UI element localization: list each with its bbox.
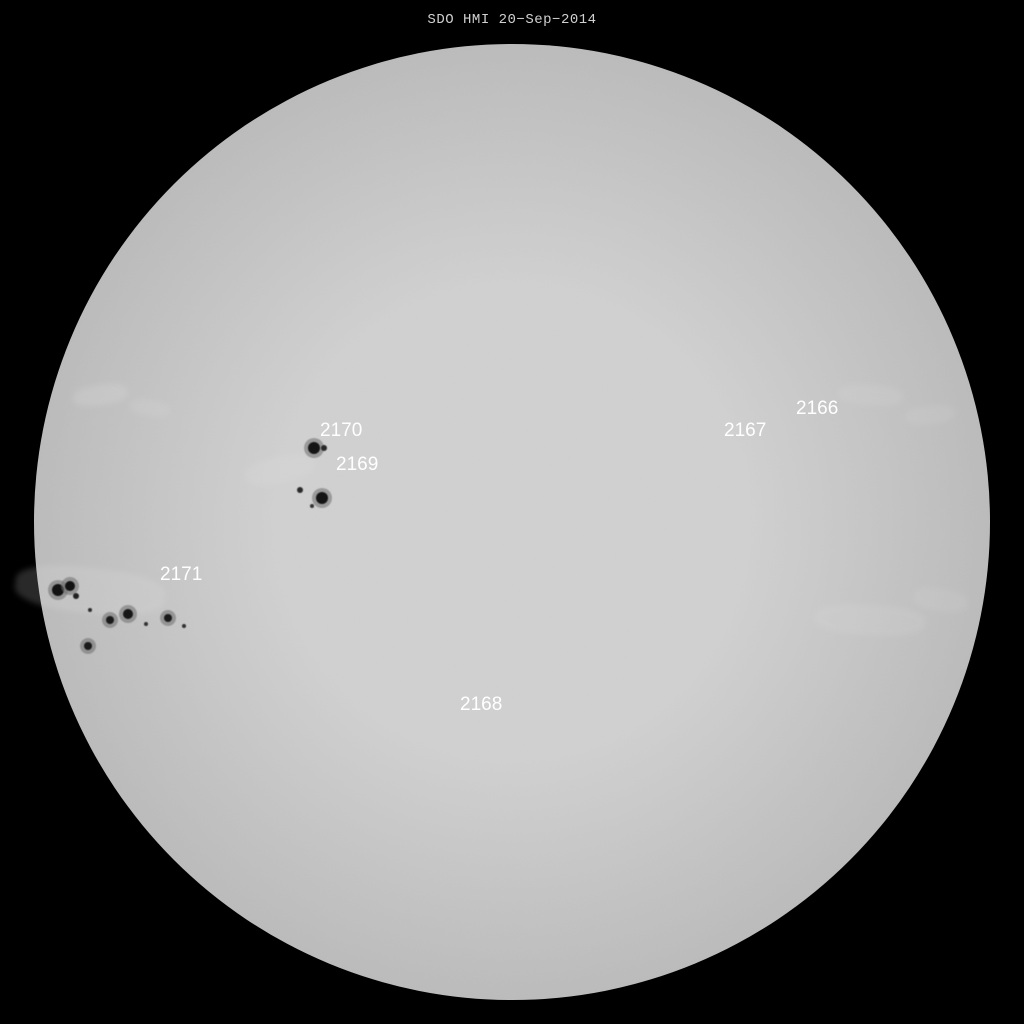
active-region-label: 2168 — [460, 694, 502, 716]
active-region-label: 2170 — [320, 420, 362, 442]
sunspot-umbra — [73, 593, 79, 599]
sunspot-umbra — [310, 504, 314, 508]
sunspot-umbra — [316, 492, 328, 504]
sunspot-umbra — [144, 622, 148, 626]
active-region-label: 2167 — [724, 420, 766, 442]
solar-disk — [34, 44, 990, 1000]
image-title: SDO HMI 20−Sep−2014 — [0, 12, 1024, 28]
active-region-label: 2169 — [336, 454, 378, 476]
sunspot-umbra — [84, 642, 92, 650]
sunspot-umbra — [321, 445, 327, 451]
active-region-label: 2166 — [796, 398, 838, 420]
sunspot-umbra — [164, 614, 172, 622]
sunspot-umbra — [65, 581, 75, 591]
sunspot-umbra — [88, 608, 92, 612]
sunspot-umbra — [182, 624, 186, 628]
solar-diagram-stage: SDO HMI 20−Sep−2014 2166 2167 2170 2169 2171… — [0, 0, 1024, 1024]
active-region-label: 2171 — [160, 564, 202, 586]
sunspot-umbra — [123, 609, 133, 619]
sunspot-umbra — [308, 442, 320, 454]
sunspot-umbra — [106, 616, 114, 624]
sunspot-umbra — [297, 487, 303, 493]
